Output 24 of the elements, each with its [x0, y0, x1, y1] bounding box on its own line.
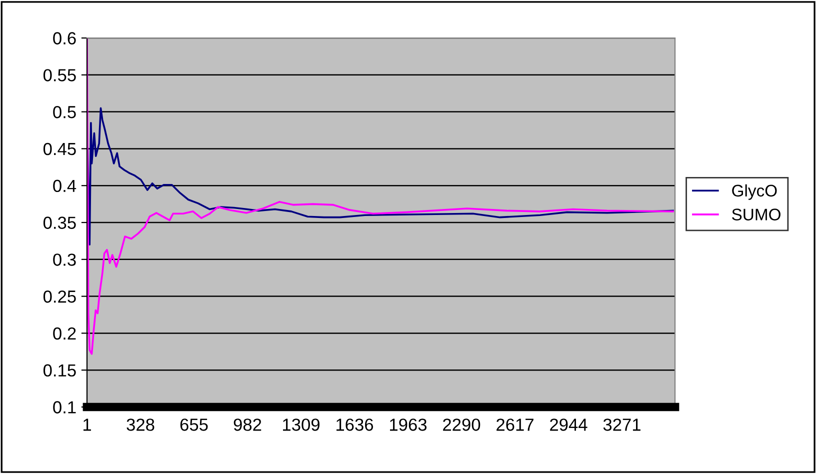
x-tick-label: 2944 [550, 418, 588, 431]
legend-label: GlycO [732, 184, 777, 200]
y-tick-label: 0.3 [53, 254, 76, 266]
legend-label: SUMO [732, 208, 780, 220]
x-tick-label: 655 [180, 418, 208, 431]
x-tick-label: 3271 [603, 418, 640, 431]
y-tick-label: 0.55 [43, 69, 76, 82]
x-tick-label: 982 [234, 418, 262, 431]
x-tick-label: 1636 [336, 418, 374, 431]
y-tick-label: 0.25 [43, 290, 76, 303]
x-tick-label: 328 [126, 418, 154, 431]
y-tick-label: 0.45 [43, 142, 76, 156]
x-tick-label: 1 [83, 418, 91, 431]
y-tick-label: 0.35 [43, 216, 76, 229]
y-tick-label: 0.6 [53, 32, 76, 44]
y-tick-label: 0.4 [53, 180, 76, 192]
y-tick-label: 0.15 [43, 364, 76, 377]
x-tick-label: 1963 [390, 418, 427, 431]
y-tick-label: 0.5 [53, 106, 76, 118]
y-tick-label: 0.1 [53, 401, 76, 414]
x-tick-label: 2617 [496, 418, 534, 431]
x-tick-label: 1309 [283, 418, 320, 431]
x-tick-label: 2290 [443, 418, 480, 431]
y-tick-label: 0.2 [53, 327, 76, 340]
